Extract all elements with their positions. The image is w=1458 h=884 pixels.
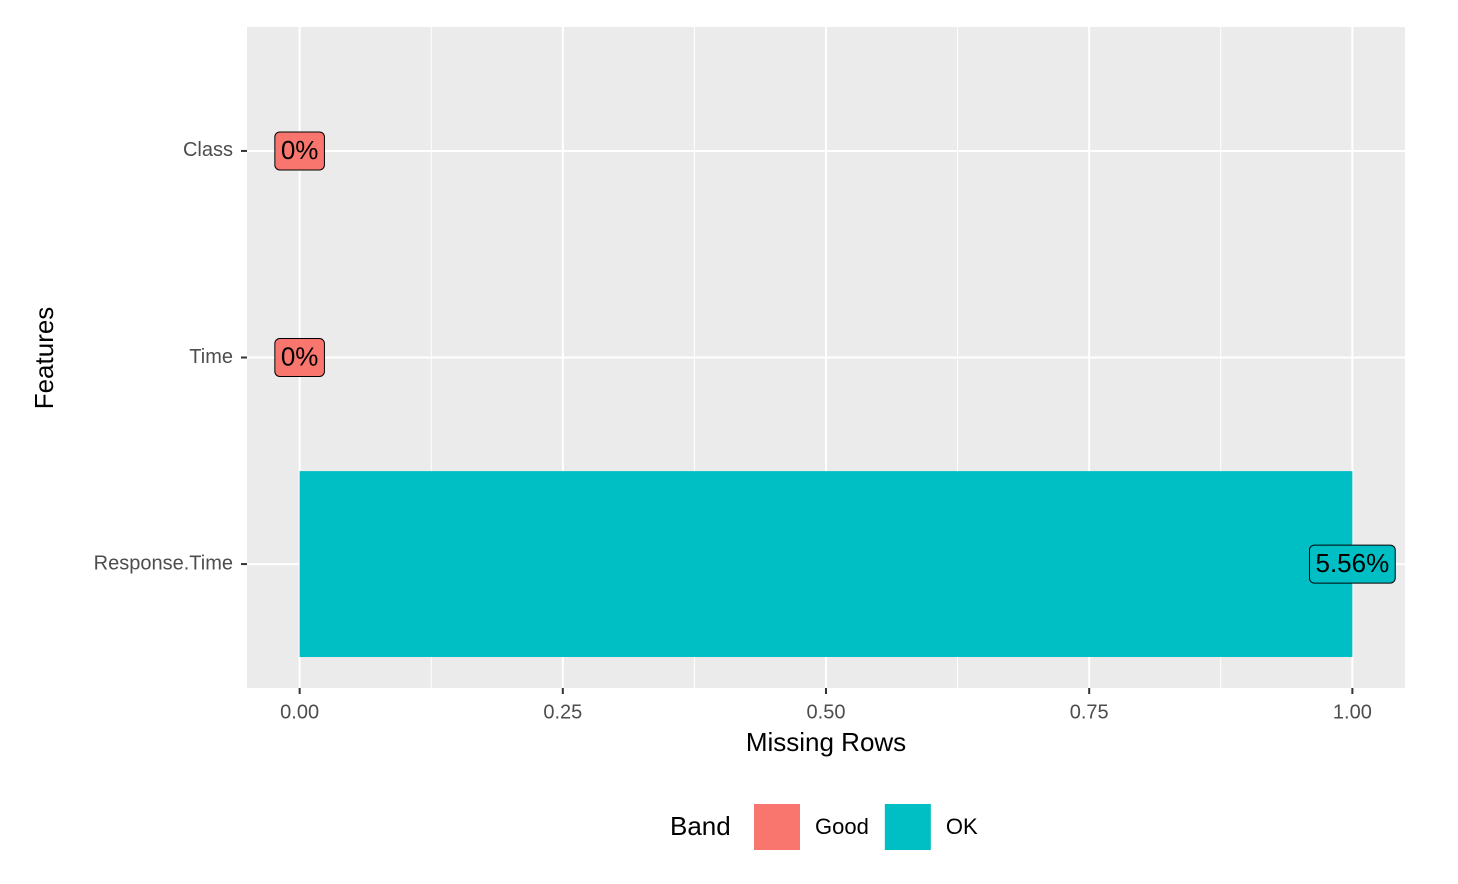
y-tick-label: Time: [189, 346, 233, 368]
legend-label: Good: [815, 814, 869, 839]
legend-title: Band: [670, 811, 731, 841]
value-label: 0%: [281, 135, 319, 165]
x-axis-title: Missing Rows: [746, 727, 906, 757]
x-tick-label: 0.00: [280, 701, 319, 723]
value-label: 0%: [281, 341, 319, 371]
y-tick-label: Class: [183, 139, 233, 161]
value-label: 5.56%: [1315, 548, 1389, 578]
x-tick-label: 0.50: [807, 701, 846, 723]
legend-label: OK: [946, 814, 978, 839]
legend-key: [884, 804, 931, 850]
y-axis-title: Features: [29, 307, 59, 410]
legend-key: [754, 804, 800, 850]
x-tick-label: 1.00: [1333, 701, 1372, 723]
value-label-box: [274, 131, 325, 171]
value-label-box: [1308, 544, 1396, 584]
bar: [299, 471, 1353, 658]
marks: [299, 471, 1353, 658]
x-tick-label: 0.75: [1070, 701, 1109, 723]
x-tick-label: 0.25: [543, 701, 582, 723]
value-label-box: [274, 338, 325, 377]
y-tick-label: Response.Time: [94, 552, 233, 574]
